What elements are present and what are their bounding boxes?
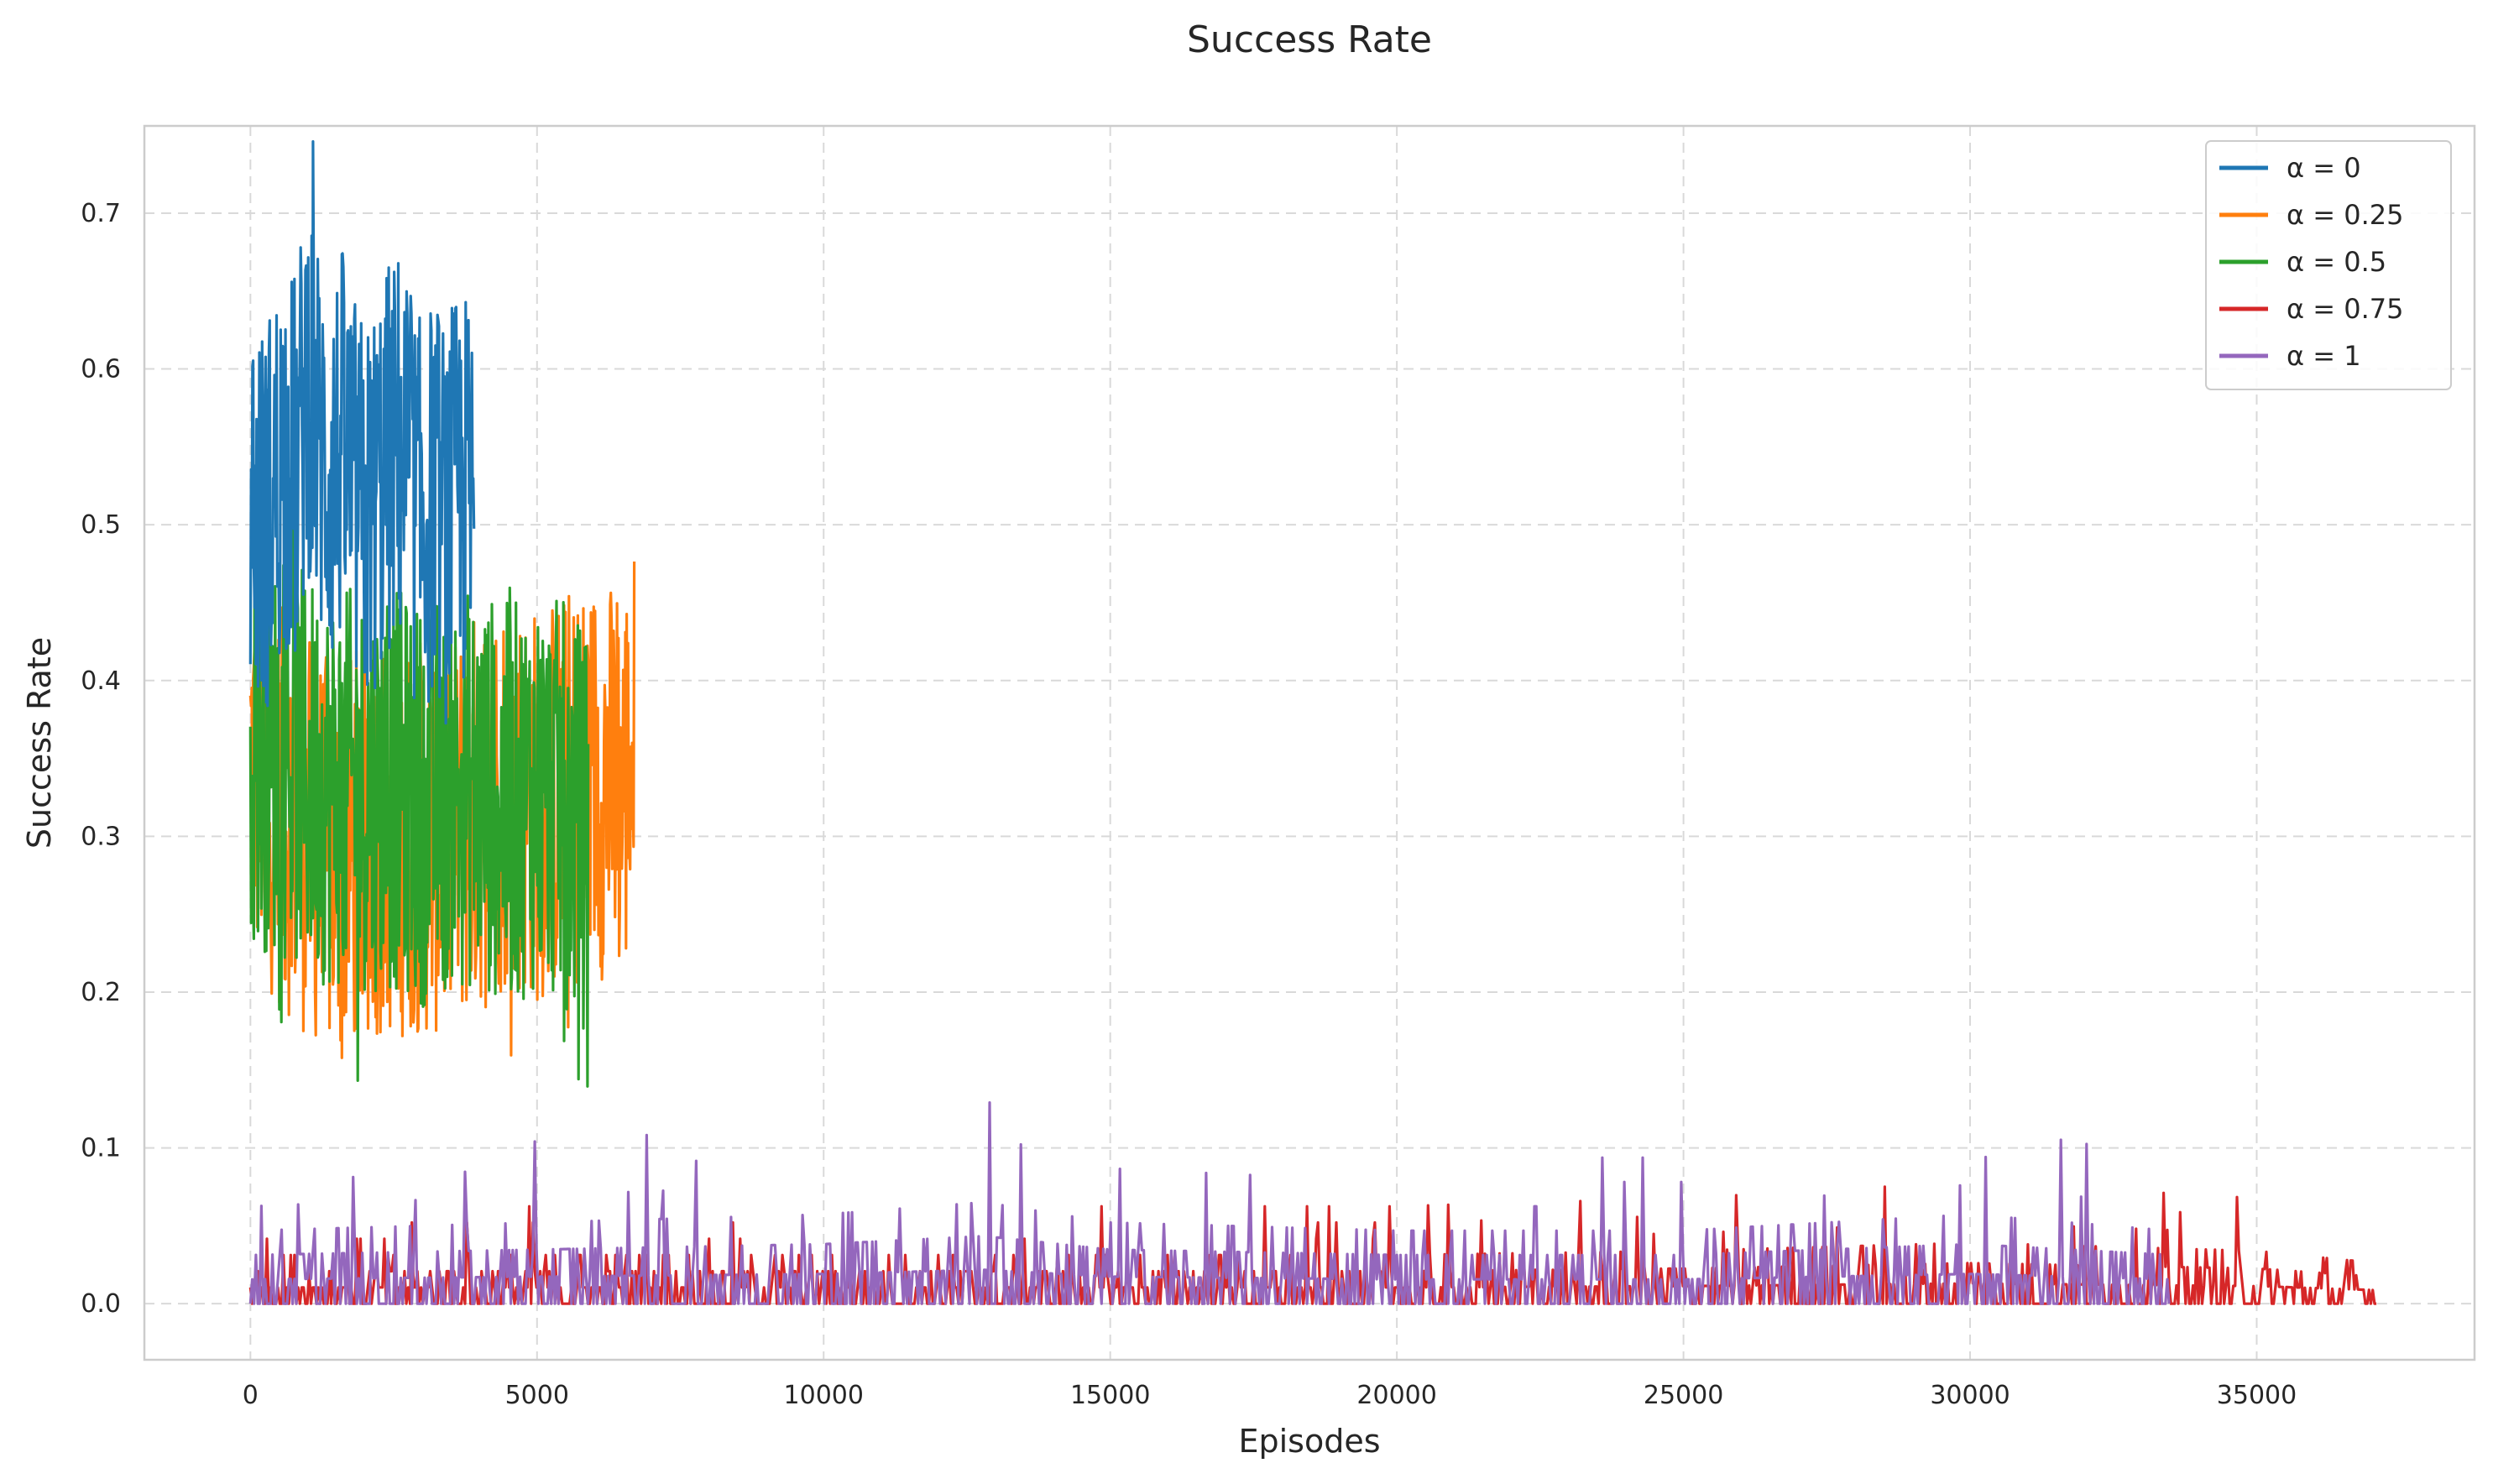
gridlines	[144, 126, 2475, 1360]
series-line	[248, 1101, 2171, 1305]
y-tick-label: 0.3	[81, 822, 121, 851]
series-lines	[248, 140, 2377, 1305]
legend-box	[2205, 140, 2452, 390]
y-tick-label: 0.0	[81, 1289, 121, 1319]
x-tick-label: 30000	[1930, 1381, 2010, 1410]
legend-entry: α = 0.5	[2287, 246, 2386, 278]
x-tick-label: 25000	[1644, 1381, 1723, 1410]
x-tick-label: 0	[243, 1381, 259, 1410]
x-tick-label: 5000	[505, 1381, 569, 1410]
y-tick-label: 0.1	[81, 1134, 121, 1163]
series-line	[248, 140, 476, 725]
x-tick-label: 35000	[2217, 1381, 2297, 1410]
x-tick-label: 20000	[1356, 1381, 1436, 1410]
legend-entry: α = 0.75	[2287, 293, 2404, 325]
y-axis-label: Success Rate	[21, 637, 58, 849]
y-tick-label: 0.6	[81, 355, 121, 384]
y-tick-label: 0.5	[81, 510, 121, 540]
tick-labels: 0 5000 10000 15000 20000 25000 30000 35000 0.0 0.…	[81, 199, 2297, 1410]
y-tick-label: 0.4	[81, 666, 121, 696]
y-tick-label: 0.2	[81, 978, 121, 1007]
legend-entry: α = 0	[2287, 152, 2361, 184]
legend: α = 0 α = 0.25 α = 0.5 α = 0.75 α = 1	[2205, 140, 2452, 390]
x-axis-label: Episodes	[1238, 1423, 1380, 1460]
series-line	[248, 506, 590, 1088]
legend-entry: α = 0.25	[2287, 199, 2404, 231]
plot-area-frame	[143, 124, 2476, 1361]
legend-entry: α = 1	[2287, 340, 2361, 372]
chart-title: Success Rate	[1187, 18, 1432, 61]
x-tick-label: 10000	[784, 1381, 864, 1410]
x-tick-label: 15000	[1070, 1381, 1150, 1410]
y-tick-label: 0.7	[81, 199, 121, 228]
